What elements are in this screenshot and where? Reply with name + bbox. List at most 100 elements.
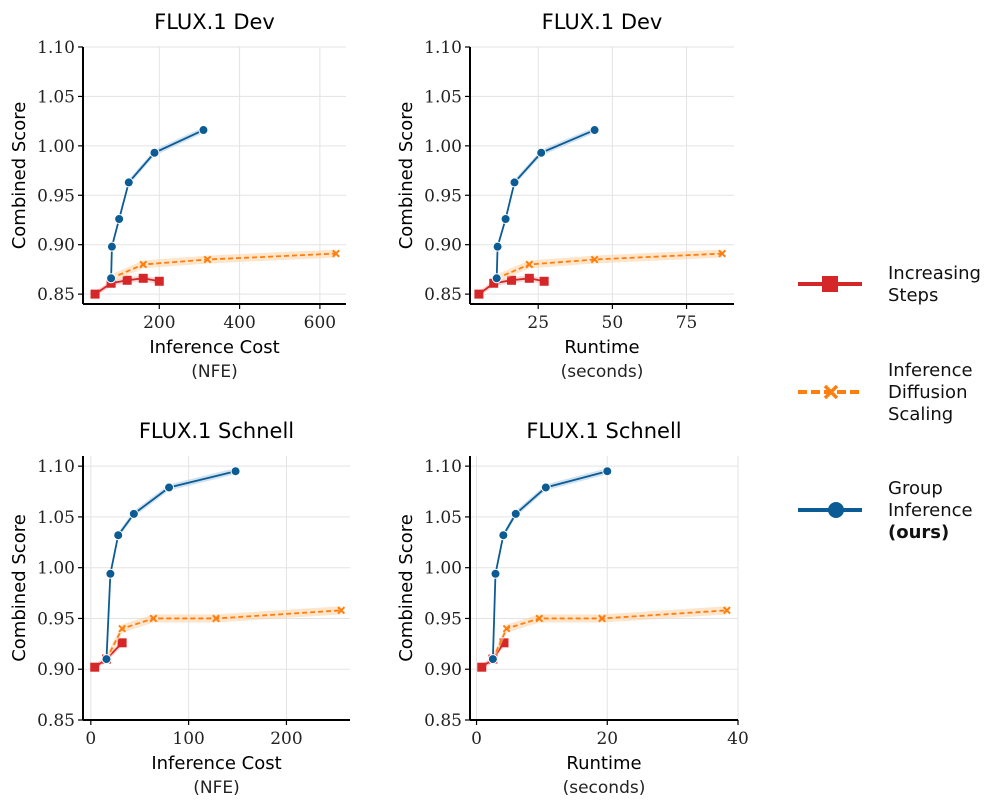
- data-point: [90, 289, 100, 299]
- data-point: [490, 568, 501, 579]
- data-point: [149, 147, 160, 158]
- data-point: [474, 289, 484, 299]
- chart-title: FLUX.1 Dev: [542, 10, 663, 34]
- series-line: [105, 470, 236, 660]
- x-axis-sublabel: (seconds): [561, 362, 644, 382]
- x-axis-label: Inference Cost: [149, 337, 279, 358]
- x-tick-label: 100: [172, 729, 204, 749]
- y-tick-label: 0.95: [37, 609, 75, 629]
- legend-label-line: Increasing: [888, 263, 981, 284]
- subplot-4: 0 20 40 0.85 0.90 0.95 1.00 1.05 1.10 FLUX.1 Schn…: [396, 419, 749, 798]
- data-point: [337, 606, 346, 615]
- y-tick-label: 0.95: [424, 609, 462, 629]
- y-tick-label: 0.85: [37, 285, 75, 305]
- data-point: [498, 530, 509, 541]
- series-group: [487, 466, 613, 665]
- series-band: [496, 249, 723, 283]
- series-band: [492, 606, 727, 664]
- data-point: [164, 482, 175, 493]
- x-tick-label: 400: [223, 313, 255, 333]
- data-point: [536, 147, 547, 158]
- legend-marker-x: [823, 384, 839, 400]
- data-point: [499, 638, 509, 648]
- data-point: [525, 260, 534, 269]
- x-axis-sublabel: (NFE): [191, 362, 238, 382]
- data-point: [500, 213, 511, 224]
- y-axis-label: Combined Score: [396, 514, 417, 662]
- series-group: [491, 125, 600, 284]
- x-tick-label: 25: [527, 313, 549, 333]
- data-point: [101, 654, 112, 665]
- data-point: [502, 624, 511, 633]
- x-axis-sublabel: (seconds): [563, 778, 646, 798]
- series-band: [106, 468, 236, 663]
- series-steps: [90, 273, 164, 299]
- data-point: [198, 125, 209, 136]
- series-line: [491, 470, 608, 660]
- series-band: [492, 468, 608, 663]
- series-line: [105, 609, 342, 660]
- x-tick-label: 50: [602, 313, 624, 333]
- data-point: [154, 276, 164, 286]
- legend-label-line: Steps: [888, 285, 938, 306]
- y-tick-label: 0.95: [37, 186, 75, 206]
- data-point: [117, 638, 127, 648]
- y-tick-label: 0.90: [424, 236, 462, 256]
- x-axis-sublabel: (NFE): [193, 778, 240, 798]
- legend-label-line: (ours): [888, 522, 949, 543]
- x-tick-label: 200: [270, 729, 302, 749]
- y-tick-label: 1.00: [37, 559, 75, 579]
- y-tick-label: 1.05: [424, 87, 462, 107]
- chart-title: FLUX.1 Schnell: [526, 419, 681, 443]
- data-point: [509, 177, 520, 188]
- subplot-3: 0 100 200 0.85 0.90 0.95 1.00 1.05 1.10 FLUX.1 Sc…: [9, 419, 350, 798]
- series-band: [106, 606, 342, 664]
- data-point: [540, 482, 551, 493]
- x-tick-label: 20: [596, 729, 618, 749]
- x-axis-label: Runtime: [566, 753, 641, 774]
- y-axis-label: Combined Score: [9, 102, 30, 250]
- data-point: [122, 275, 132, 285]
- series-steps: [474, 273, 549, 299]
- data-point: [203, 255, 212, 264]
- data-point: [589, 125, 600, 136]
- data-point: [598, 614, 606, 623]
- data-point: [722, 606, 731, 615]
- y-tick-label: 0.85: [424, 285, 462, 305]
- y-axis-label: Combined Score: [9, 514, 30, 662]
- legend-label-line: Diffusion: [888, 382, 967, 403]
- data-point: [539, 276, 549, 286]
- y-tick-label: 1.05: [424, 508, 462, 528]
- data-point: [138, 273, 148, 283]
- x-axis-label: Runtime: [564, 337, 639, 358]
- data-point: [114, 213, 125, 224]
- data-point: [149, 614, 158, 623]
- x-axis-label: Inference Cost: [151, 753, 281, 774]
- x-tick-label: 40: [727, 729, 749, 749]
- data-point: [332, 249, 340, 258]
- legend-label-line: Group: [888, 478, 943, 499]
- series-group: [106, 125, 209, 284]
- data-point: [718, 249, 727, 258]
- legend: IncreasingStepsInferenceDiffusionScaling…: [798, 263, 981, 543]
- data-point: [212, 614, 220, 623]
- y-tick-label: 0.90: [37, 660, 75, 680]
- data-point: [492, 241, 503, 252]
- data-point: [507, 275, 517, 285]
- data-point: [106, 241, 117, 252]
- legend-marker-circle: [828, 502, 844, 518]
- x-tick-label: 200: [143, 313, 175, 333]
- data-point: [105, 568, 116, 579]
- data-point: [510, 508, 521, 519]
- data-point: [113, 530, 124, 541]
- data-point: [230, 466, 241, 477]
- legend-label-line: Scaling: [888, 404, 953, 425]
- data-point: [128, 508, 139, 519]
- data-point: [489, 278, 499, 288]
- data-point: [477, 662, 487, 672]
- y-tick-label: 1.05: [37, 87, 75, 107]
- y-tick-label: 1.00: [424, 559, 462, 579]
- x-tick-label: 0: [85, 729, 96, 749]
